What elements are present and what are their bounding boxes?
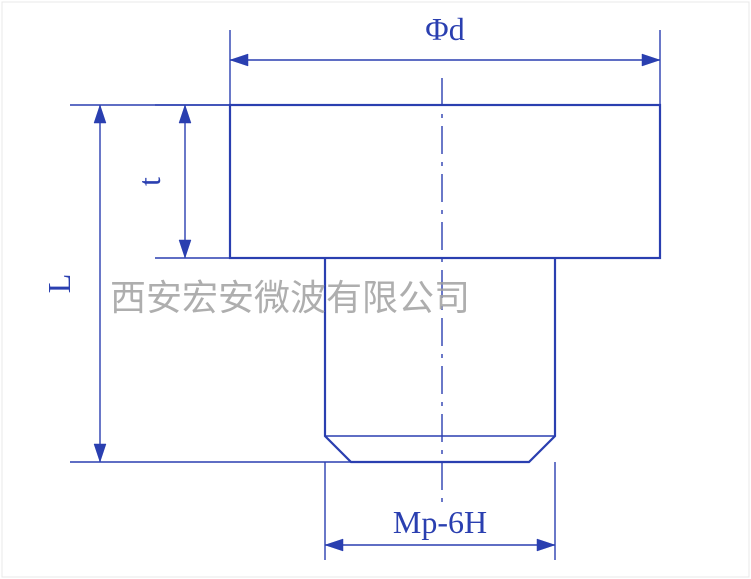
dim-phi-d-arrow-l	[230, 54, 248, 66]
dim-Mp-arrow-l	[325, 539, 343, 551]
dim-L-label: L	[41, 274, 77, 294]
dim-t-arrow-t	[179, 105, 191, 123]
engineering-drawing: Φd t L Mp-6H 西安宏安微波有限公司	[0, 0, 751, 579]
dim-t-arrow-b	[179, 240, 191, 258]
head-rect	[230, 105, 660, 258]
dim-phi-d-arrow-r	[642, 54, 660, 66]
watermark-text: 西安宏安微波有限公司	[110, 278, 470, 318]
dim-L-arrow-t	[94, 105, 106, 123]
dim-L-arrow-b	[94, 444, 106, 462]
dim-t-label: t	[131, 177, 167, 186]
dim-Mp-label: Mp-6H	[393, 504, 487, 540]
dim-Mp-arrow-r	[537, 539, 555, 551]
dim-phi-d-label: Φd	[425, 11, 464, 47]
